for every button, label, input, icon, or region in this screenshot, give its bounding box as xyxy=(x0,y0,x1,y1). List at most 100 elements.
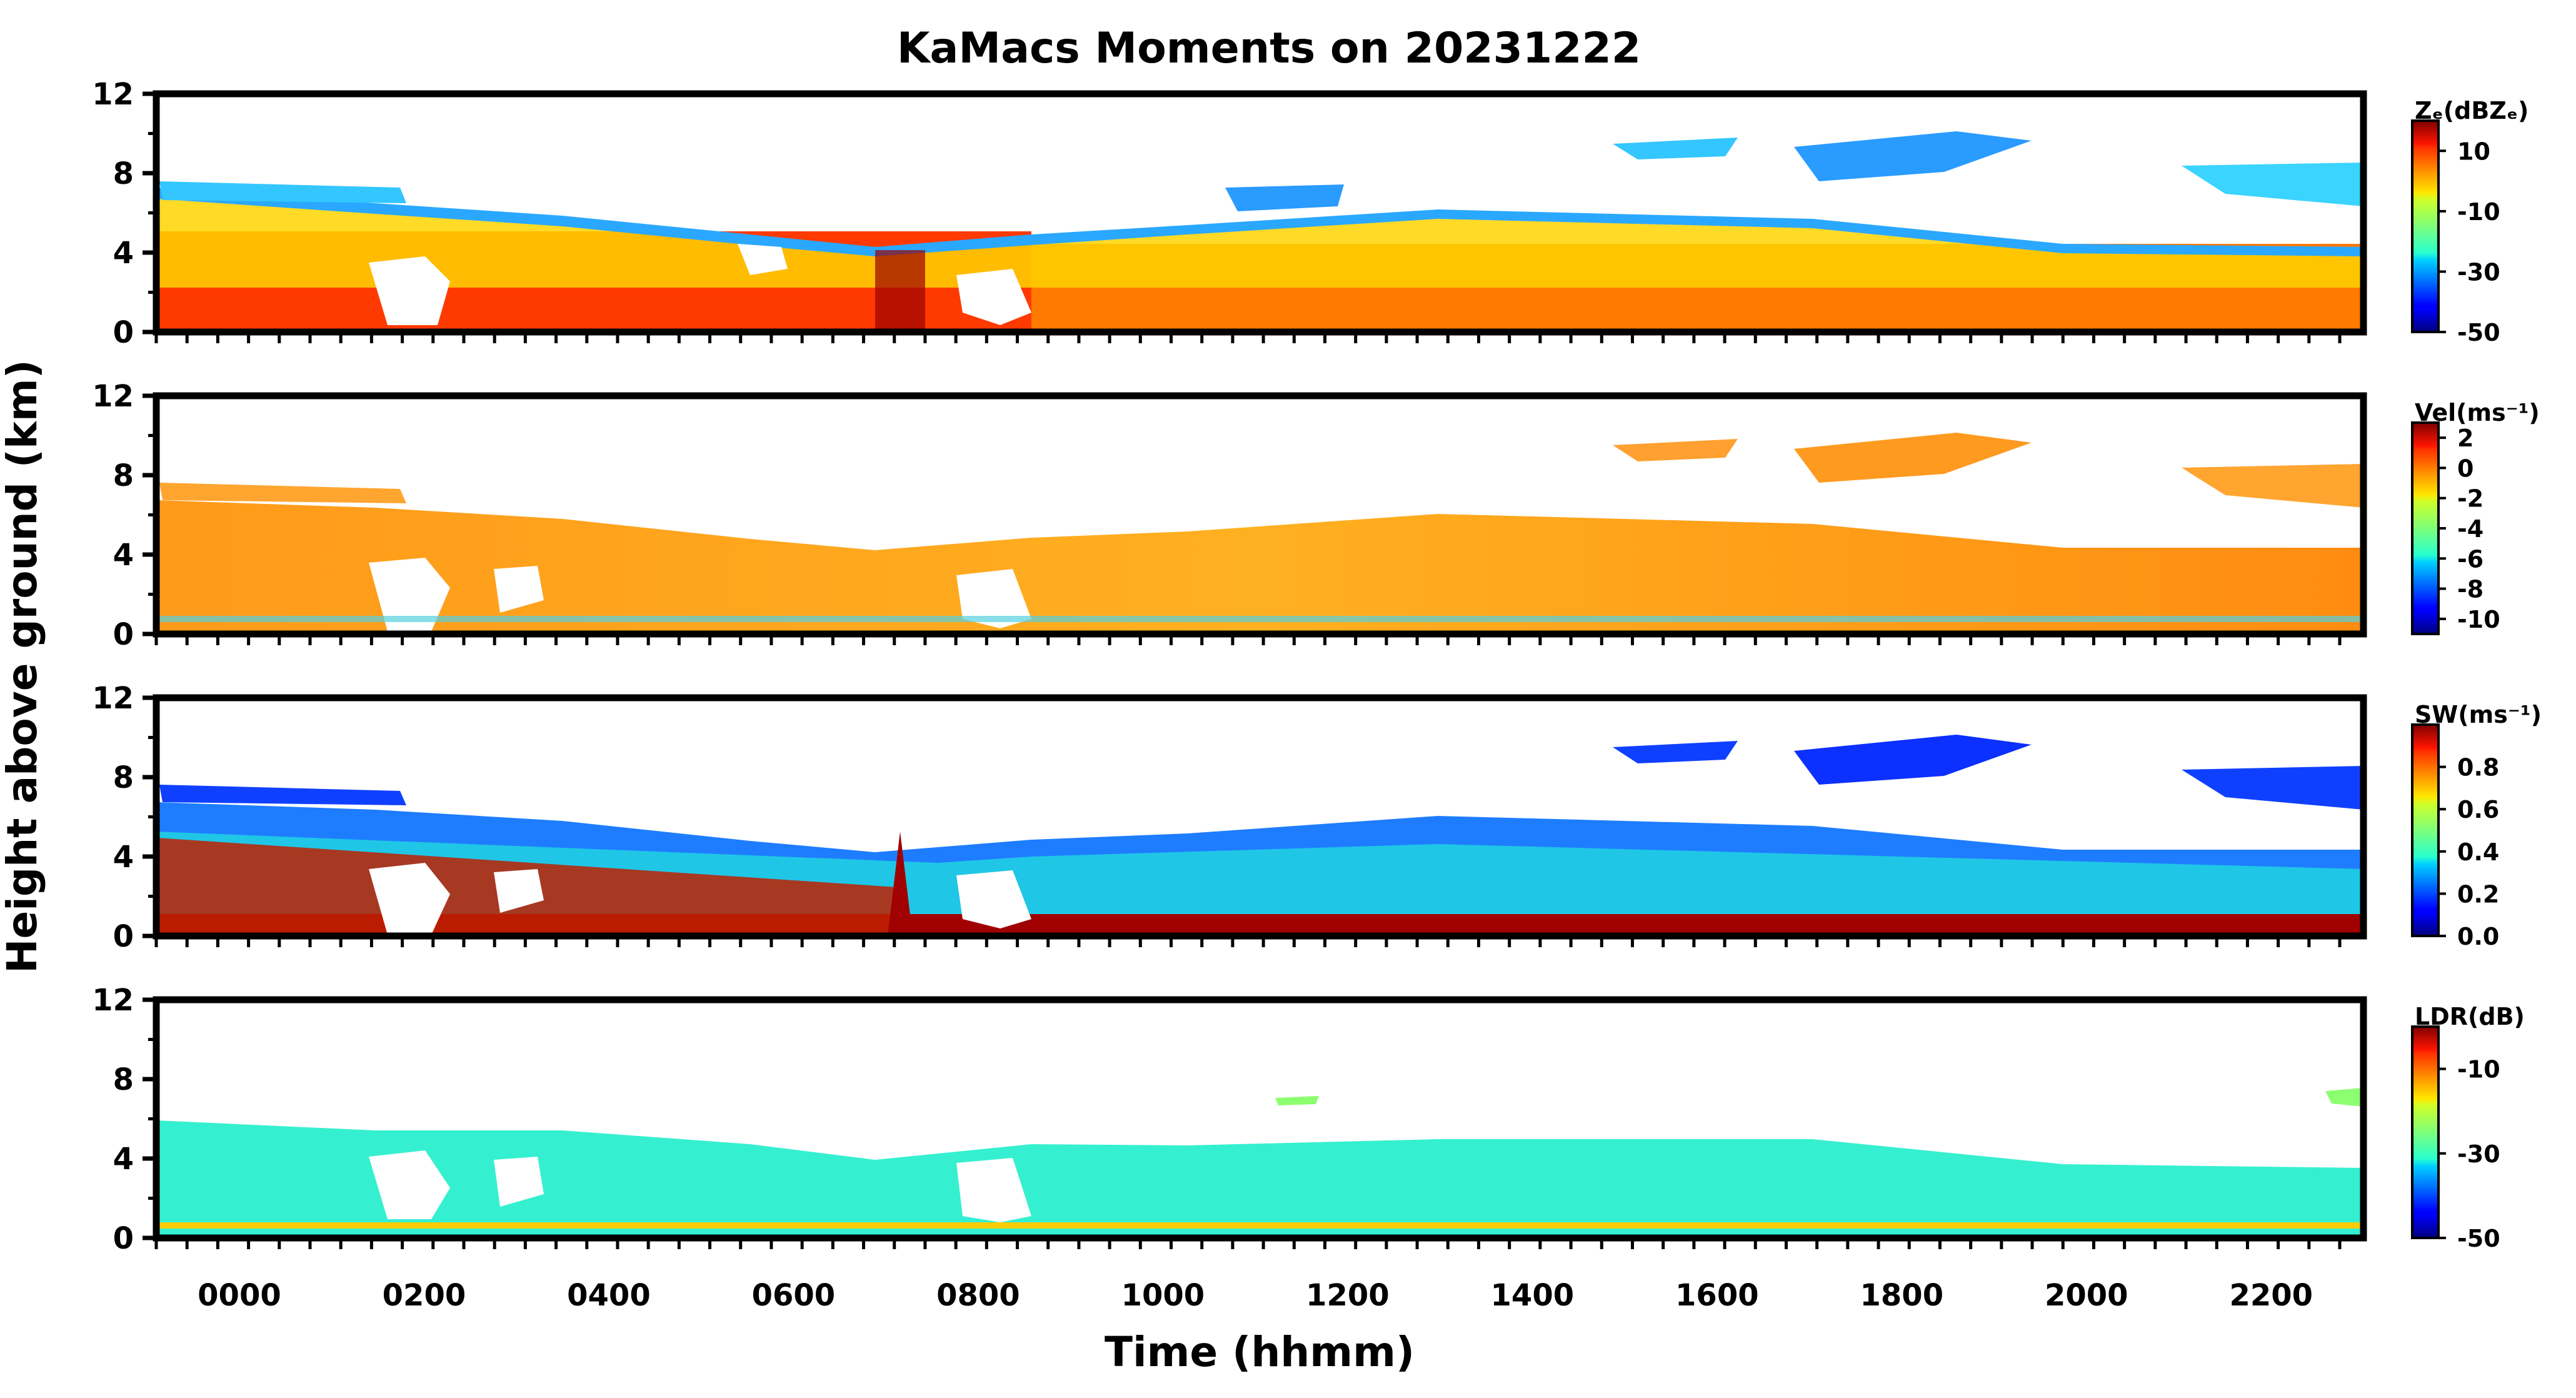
y-tick-label: 0 xyxy=(113,919,134,954)
velocity-cirrus-1 xyxy=(1613,439,1738,461)
sw-gap-1 xyxy=(369,863,450,935)
ldr-cirrus-1 xyxy=(1275,1096,1319,1105)
panel-ldr xyxy=(156,1088,2363,1238)
ldr-gap-1 xyxy=(369,1150,450,1219)
colorbar-ldr xyxy=(2411,1025,2440,1239)
ldr-main-layer xyxy=(156,1120,2363,1238)
velocity-gap-1 xyxy=(369,558,450,631)
colorbar-tick-label: -10 xyxy=(2457,198,2500,226)
x-tick-label: 1600 xyxy=(1675,1278,1759,1313)
colorbar-tick-label: 0.8 xyxy=(2457,754,2499,782)
chart-title: KaMacs Moments on 20231222 xyxy=(897,24,1641,73)
colorbar-tick-label: 10 xyxy=(2457,138,2490,165)
sw-cirrus-2 xyxy=(1794,735,2032,785)
colorbar-tick-label: 2 xyxy=(2457,425,2473,452)
colorbar-tick-label: -2 xyxy=(2457,485,2483,513)
ldr-gap-2 xyxy=(494,1157,544,1207)
colorbar-label-velocity: Vel(ms⁻¹) xyxy=(2415,399,2540,426)
colorbar-tick-label: 0.6 xyxy=(2457,796,2499,823)
colorbar-tick-label: -6 xyxy=(2457,545,2483,573)
colorbar-tick-label: -4 xyxy=(2457,515,2483,543)
cirrus-4 xyxy=(1225,184,1344,211)
velocity-gap-3 xyxy=(956,569,1031,628)
sw-spike xyxy=(888,832,913,936)
x-tick-label: 1200 xyxy=(1306,1278,1390,1313)
echo-upper-edge xyxy=(156,188,2363,256)
colorbar-tick-label: -30 xyxy=(2457,1140,2500,1168)
colorbars-layer: Zₑ(dBZₑ) 10 -10 -30 -50 Vel(ms⁻¹)2 0 -2-4-6 -8 -1… xyxy=(2411,97,2542,1252)
velocity-cirrus-2 xyxy=(1794,433,2032,483)
ldr-cirrus-2 xyxy=(2325,1088,2363,1107)
x-tick-label: 0200 xyxy=(383,1278,466,1313)
x-tick-label: 1400 xyxy=(1491,1278,1575,1313)
panel-reflectivity xyxy=(156,131,2363,332)
y-tick-label: 8 xyxy=(113,1062,134,1097)
x-tick-label: 0600 xyxy=(752,1278,836,1313)
colorbar-velocity xyxy=(2411,421,2440,635)
y-axis-label: Height above ground (km) xyxy=(0,360,46,973)
echo-gap-1 xyxy=(369,256,450,325)
colorbar-label-ldr: LDR(dB) xyxy=(2415,1003,2525,1030)
y-tick-label: 0 xyxy=(113,315,134,350)
sw-gap-2 xyxy=(494,869,544,913)
colorbar-spectrum-width xyxy=(2411,723,2440,937)
y-tick-label: 8 xyxy=(113,156,134,191)
y-tick-label: 12 xyxy=(92,983,134,1018)
x-tick-label: 1000 xyxy=(1121,1278,1205,1313)
cirrus-3 xyxy=(2182,163,2363,206)
colorbar-tick-label: -8 xyxy=(2457,576,2483,603)
colorbar-tick-label: 0.4 xyxy=(2457,838,2499,866)
echo-gap-2 xyxy=(738,244,788,275)
colorbar-label-reflectivity: Zₑ(dBZₑ) xyxy=(2415,97,2528,124)
colorbar-tick-label: -10 xyxy=(2457,606,2500,633)
colorbar-reflectivity xyxy=(2411,119,2440,333)
panel-spectrum-width xyxy=(156,735,2363,936)
echo-main-layer xyxy=(156,188,2363,288)
velocity-main-layer xyxy=(156,500,2363,634)
colorbar-tick-label: -30 xyxy=(2457,258,2500,286)
cirrus-1 xyxy=(1613,138,1738,159)
x-axis-label: Time (hhmm) xyxy=(1105,1328,1415,1376)
y-tick-label: 4 xyxy=(113,236,134,271)
colorbar-tick-label: 0.2 xyxy=(2457,880,2499,908)
y-tick-label: 8 xyxy=(113,458,134,493)
sw-cirrus-3 xyxy=(2182,766,2363,810)
sw-cirrus-4 xyxy=(159,785,406,805)
x-tick-label: 0000 xyxy=(198,1278,281,1313)
velocity-ground-strip xyxy=(156,616,2363,622)
sw-gap-3 xyxy=(956,870,1031,928)
y-tick-label: 12 xyxy=(92,379,134,414)
cirrus-2 xyxy=(1794,131,2032,181)
x-tick-label: 0800 xyxy=(936,1278,1020,1313)
x-tick-label: 0400 xyxy=(567,1278,651,1313)
y-tick-label: 0 xyxy=(113,1221,134,1256)
y-tick-label: 4 xyxy=(113,538,134,573)
velocity-cirrus-3 xyxy=(2182,464,2363,508)
axes-layer: 0 4 8 12 0 4 8 12 0 4 8 12 0 4 8 12 0000 0200 0400 0600 0800… xyxy=(92,77,2367,1313)
cirrus-5 xyxy=(159,181,406,203)
ldr-gap-3 xyxy=(956,1158,1031,1222)
colorbar-label-spectrum-width: SW(ms⁻¹) xyxy=(2415,701,2542,728)
velocity-cirrus-4 xyxy=(159,483,406,503)
colorbar-tick-label: -10 xyxy=(2457,1056,2500,1084)
echo-dark-core xyxy=(875,250,925,332)
x-tick-label: 2200 xyxy=(2229,1278,2313,1313)
colorbar-tick-label: 0 xyxy=(2457,455,2473,482)
colorbar-tick-label: 0.0 xyxy=(2457,923,2499,950)
colorbar-tick-label: -50 xyxy=(2457,1225,2500,1252)
sw-cirrus-1 xyxy=(1613,741,1738,763)
echo-gap-3 xyxy=(956,269,1031,325)
panel-velocity xyxy=(156,433,2363,634)
x-tick-label: 2000 xyxy=(2045,1278,2128,1313)
y-tick-label: 0 xyxy=(113,617,134,652)
ldr-melting-layer xyxy=(156,1222,2363,1229)
y-tick-label: 12 xyxy=(92,77,134,112)
y-tick-label: 4 xyxy=(113,1142,134,1177)
y-tick-label: 4 xyxy=(113,840,134,875)
x-tick-label: 1800 xyxy=(1860,1278,1944,1313)
y-tick-label: 12 xyxy=(92,681,134,716)
y-tick-label: 8 xyxy=(113,760,134,795)
colorbar-tick-label: -50 xyxy=(2457,319,2500,346)
velocity-gap-2 xyxy=(494,566,544,613)
